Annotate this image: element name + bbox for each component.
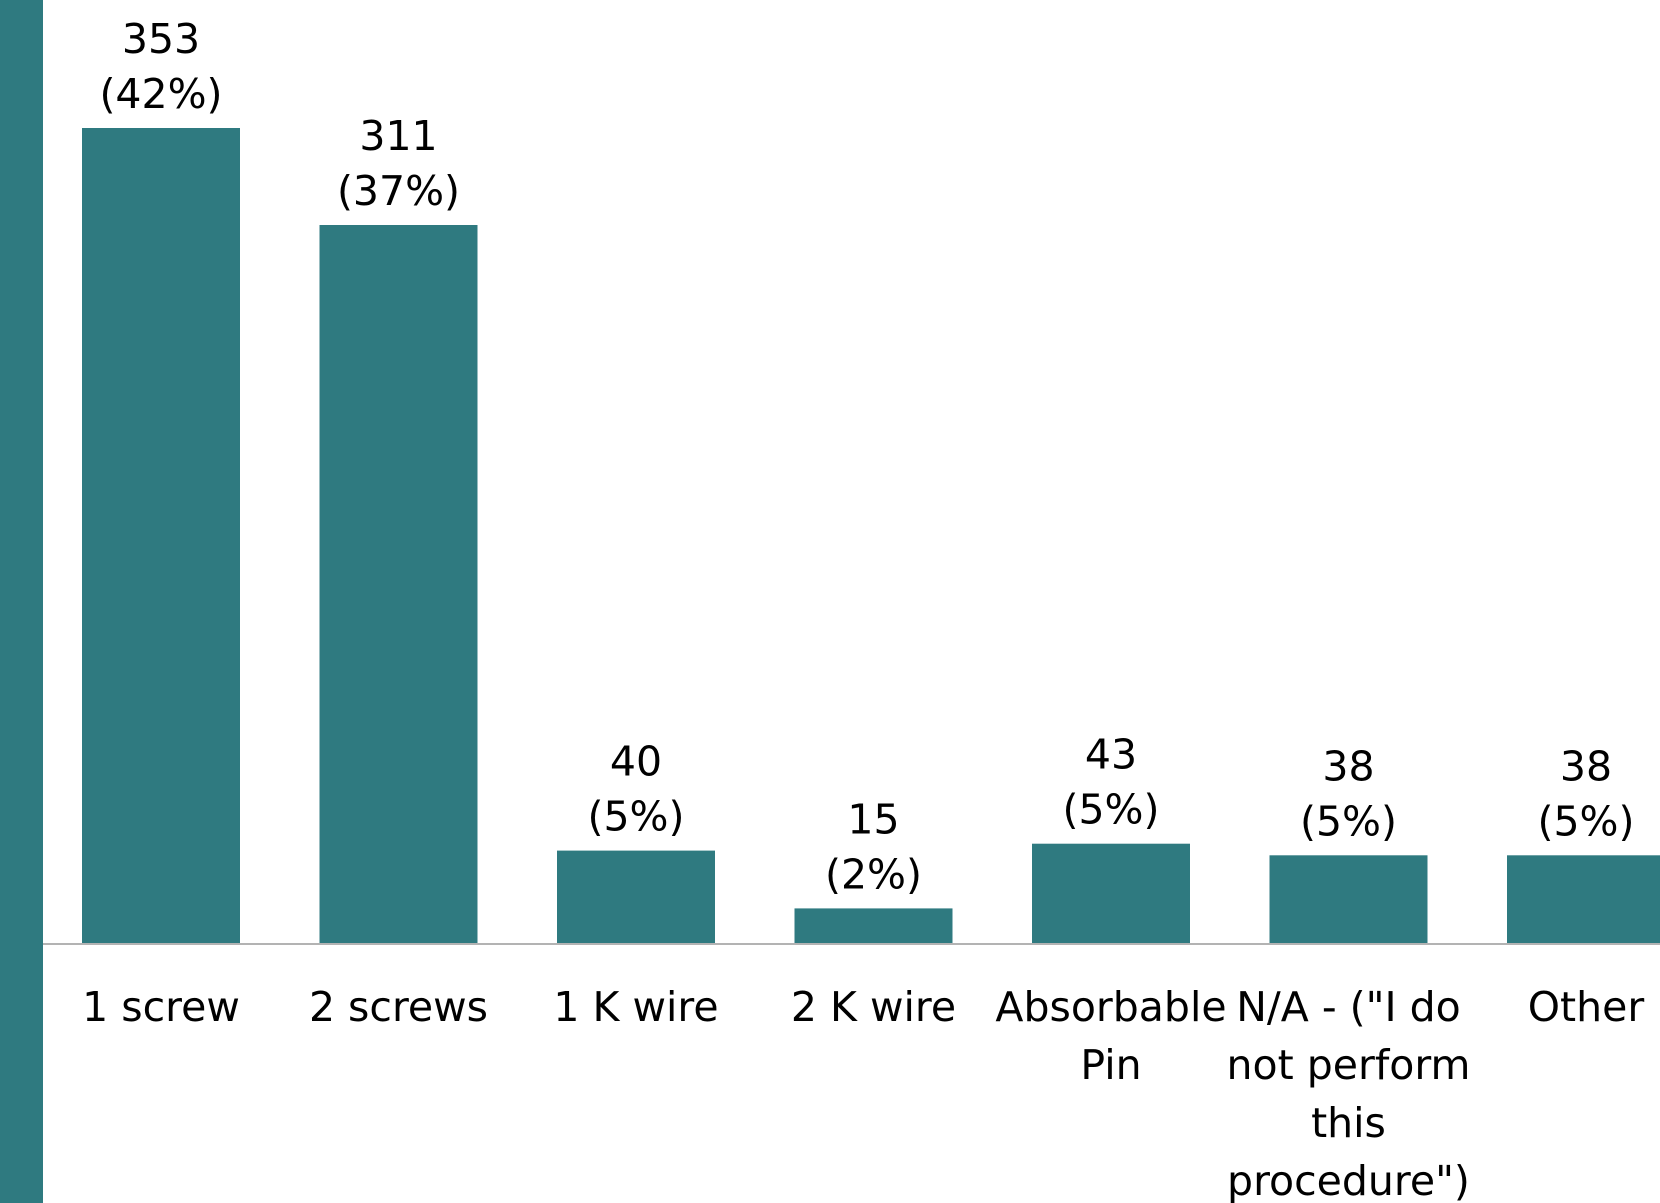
data-label-4: 43 (5%)	[1062, 731, 1159, 834]
data-label-5: 38 (5%)	[1300, 742, 1397, 845]
category-label-0: 1 screw	[82, 983, 240, 1031]
bar-1	[319, 225, 478, 943]
bar-4	[1032, 843, 1190, 943]
value-labels-group: 353 (42%) 311 (37%) 40 (5%) 15 (2%) 43 (5%) 38 (5%)…	[99, 15, 1634, 898]
data-label-6: 38 (5%)	[1537, 742, 1634, 845]
category-label-1: 2 screws	[309, 983, 488, 1031]
data-label-1: 311 (37%)	[337, 112, 460, 215]
category-labels-group: 1 screw 2 screws 1 K wire 2 K wire Absorbabl…	[82, 983, 1644, 1203]
bar-6	[1507, 855, 1660, 943]
data-label-3: 15 (2%)	[825, 795, 922, 898]
category-label-5: N/A - ("I do not perform this procedure")	[1227, 983, 1471, 1203]
category-label-2: 1 K wire	[553, 983, 718, 1031]
bar-5	[1269, 855, 1428, 943]
category-label-6: Other	[1528, 983, 1645, 1031]
data-label-0: 353 (42%)	[99, 15, 222, 118]
left-accent-bar	[0, 0, 43, 1203]
bars-group	[82, 128, 1660, 943]
category-label-3: 2 K wire	[791, 983, 956, 1031]
bar-2	[557, 850, 715, 943]
bar-3	[794, 908, 953, 943]
category-label-4: Absorbable Pin	[995, 983, 1226, 1089]
data-label-2: 40 (5%)	[587, 738, 684, 841]
bar-0	[82, 128, 240, 943]
